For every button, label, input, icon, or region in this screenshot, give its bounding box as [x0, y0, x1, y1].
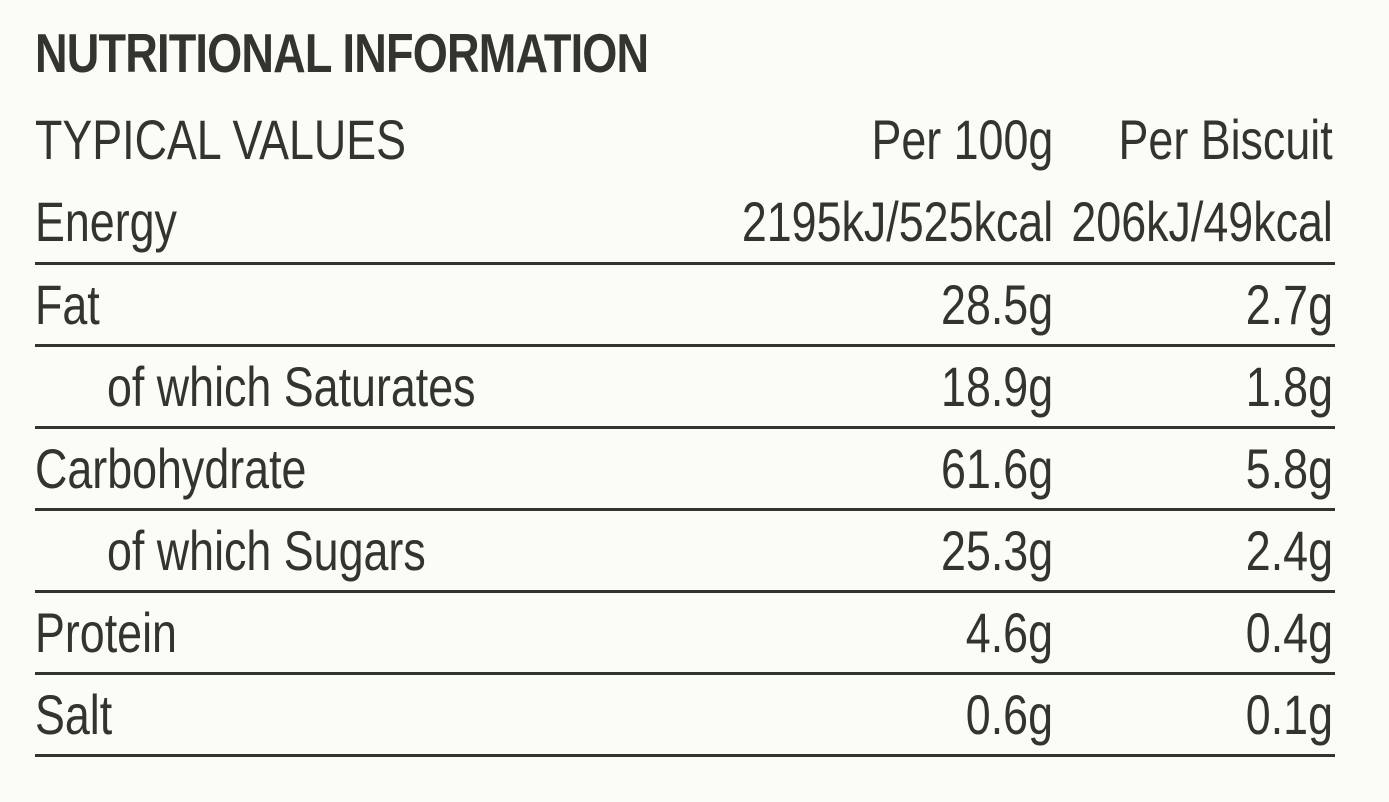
table-header-row: TYPICAL VALUES Per 100g Per Biscuit [35, 100, 1335, 182]
per-biscuit-header: Per Biscuit [1118, 108, 1333, 171]
per-100g-header: Per 100g [871, 108, 1053, 171]
per-100g-value: 4.6g [965, 601, 1053, 664]
per-biscuit-value: 5.8g [1245, 437, 1333, 500]
per-biscuit-value: 1.8g [1245, 355, 1333, 418]
table-row-sugars: of which Sugars 25.3g 2.4g [35, 511, 1335, 593]
table-row-carbohydrate: Carbohydrate 61.6g 5.8g [35, 429, 1335, 511]
row-label: Salt [35, 683, 113, 746]
row-label: Energy [35, 190, 177, 253]
table-row-salt: Salt 0.6g 0.1g [35, 675, 1335, 757]
per-biscuit-value: 0.4g [1245, 601, 1333, 664]
row-label: Carbohydrate [35, 437, 307, 500]
row-label: Protein [35, 601, 177, 664]
per-biscuit-value: 2.7g [1245, 273, 1333, 336]
per-biscuit-value: 206kJ/49kcal [1071, 190, 1334, 253]
per-100g-value: 18.9g [940, 355, 1053, 418]
nutrition-panel: NUTRITIONAL INFORMATION TYPICAL VALUES P… [35, 22, 1335, 757]
table-row-energy: Energy 2195kJ/525kcal 206kJ/49kcal [35, 182, 1335, 265]
per-biscuit-value: 2.4g [1245, 519, 1333, 582]
per-100g-value: 2195kJ/525kcal [741, 190, 1053, 253]
per-biscuit-value: 0.1g [1245, 683, 1333, 746]
per-100g-value: 61.6g [940, 437, 1053, 500]
per-100g-value: 25.3g [940, 519, 1053, 582]
page-title: NUTRITIONAL INFORMATION [35, 22, 649, 84]
typical-values-header: TYPICAL VALUES [35, 108, 406, 171]
row-label: Fat [35, 273, 100, 336]
table-row-saturates: of which Saturates 18.9g 1.8g [35, 347, 1335, 429]
per-100g-value: 0.6g [965, 683, 1053, 746]
row-label: of which Sugars [107, 519, 426, 582]
table-row-fat: Fat 28.5g 2.7g [35, 265, 1335, 347]
per-100g-value: 28.5g [940, 273, 1053, 336]
table-row-protein: Protein 4.6g 0.4g [35, 593, 1335, 675]
row-label: of which Saturates [107, 355, 476, 418]
nutrition-table: TYPICAL VALUES Per 100g Per Biscuit Ener… [35, 100, 1335, 757]
